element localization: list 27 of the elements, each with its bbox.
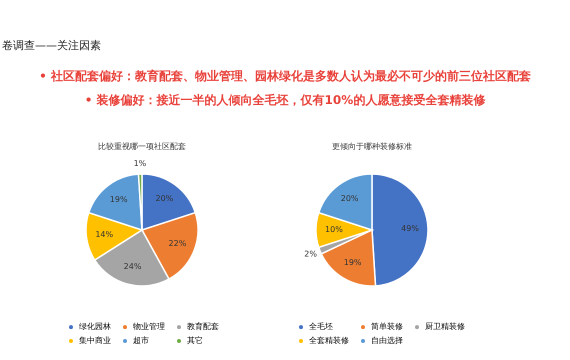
legend-label: 自由选择 [371, 336, 403, 345]
legend-label: 超市 [133, 336, 149, 345]
data-label: 1% [134, 159, 147, 168]
legend-label: 绿化园林 [79, 322, 111, 332]
data-label: 20% [340, 194, 359, 204]
data-label: 10% [325, 225, 344, 234]
data-label: 22% [168, 239, 187, 248]
legend-label: 厨卫精装修 [425, 322, 465, 332]
data-label: 19% [344, 258, 362, 267]
legend-label: 教育配套 [187, 322, 219, 332]
legend-label: 集中商业 [79, 336, 111, 345]
text: • 装修偏好：接近一半的人倾向全毛坯，仅有10%的人愿意接受全套精装修 [84, 92, 486, 109]
data-label: 14% [95, 230, 114, 239]
data-label: 2% [304, 249, 318, 258]
legend-label: 物业管理 [133, 322, 165, 332]
legend-label: 其它 [187, 336, 203, 345]
legend-label: 简单装修 [371, 322, 403, 332]
data-label: 49% [401, 224, 420, 233]
legend-label: 全毛坯 [309, 322, 333, 332]
chart-title: 更倾向于哪种装修标准 [332, 142, 412, 151]
text: • 社区配套偏好：教育配套、物业管理、园林绿化是多数人认为最必不可少的前三位社区配套 [38, 68, 532, 85]
data-label: 20% [155, 194, 174, 204]
text: 卷调查——关注因素 [2, 38, 101, 53]
data-label: 24% [124, 262, 142, 271]
data-label: 19% [110, 194, 128, 204]
chart-title: 比较重视哪一项社区配套 [98, 142, 186, 151]
legend-label: 全套精装修 [309, 336, 349, 345]
